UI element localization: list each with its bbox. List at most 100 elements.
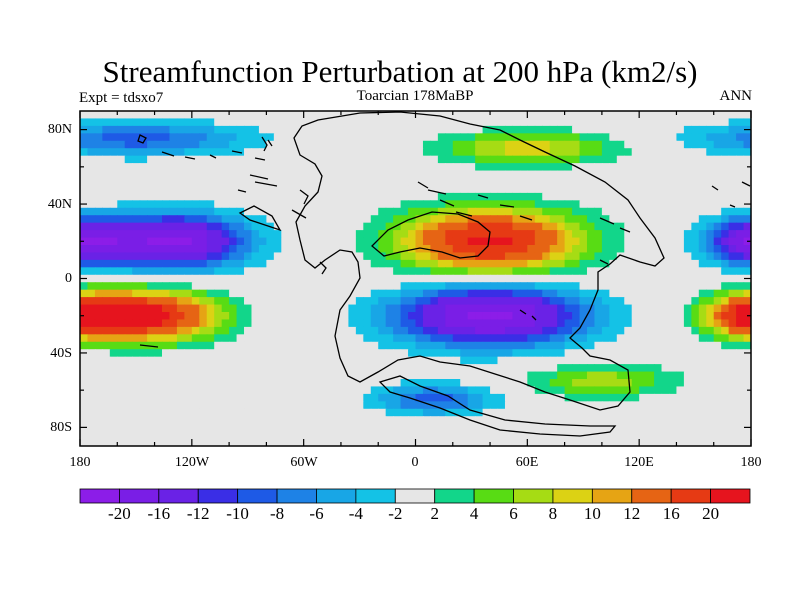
field-cell bbox=[624, 282, 633, 291]
field-cell bbox=[229, 267, 238, 276]
field-cell bbox=[594, 364, 603, 373]
field-cell bbox=[594, 297, 603, 306]
field-cell bbox=[109, 319, 118, 328]
field-cell bbox=[340, 334, 349, 343]
field-cell bbox=[668, 125, 678, 134]
field-cell bbox=[445, 371, 454, 380]
field-cell bbox=[266, 319, 275, 328]
field-cell bbox=[497, 230, 506, 239]
field-cell bbox=[683, 252, 692, 261]
field-cell bbox=[251, 245, 260, 254]
colorbar-label: -12 bbox=[186, 504, 210, 523]
field-cell bbox=[191, 155, 200, 164]
colorbar-label: 2 bbox=[430, 504, 439, 523]
field-cell bbox=[445, 289, 454, 298]
field-cell bbox=[169, 118, 178, 127]
field-cell bbox=[557, 133, 566, 142]
field-cell bbox=[408, 349, 417, 358]
field-cell bbox=[743, 133, 751, 142]
field-cell bbox=[169, 431, 178, 440]
field-cell bbox=[654, 386, 663, 395]
field-cell bbox=[564, 237, 573, 246]
field-cell bbox=[147, 125, 156, 134]
field-cell bbox=[214, 349, 223, 358]
field-cell bbox=[303, 386, 312, 395]
field-cell bbox=[311, 200, 320, 209]
field-cell bbox=[616, 304, 625, 313]
field-cell bbox=[370, 200, 379, 209]
field-cell bbox=[162, 207, 171, 216]
field-cell bbox=[244, 185, 253, 194]
field-cell bbox=[512, 423, 521, 432]
field-cell bbox=[713, 304, 722, 313]
field-cell bbox=[258, 215, 267, 224]
field-cell bbox=[162, 200, 171, 209]
field-cell bbox=[132, 416, 141, 425]
field-cell bbox=[385, 326, 394, 335]
field-cell bbox=[512, 155, 521, 164]
field-cell bbox=[258, 282, 267, 291]
field-cell bbox=[355, 356, 364, 365]
field-cell bbox=[445, 408, 454, 417]
field-cell bbox=[437, 140, 446, 149]
field-cell bbox=[87, 408, 96, 417]
field-cell bbox=[713, 371, 722, 380]
field-cell bbox=[601, 304, 610, 313]
field-cell bbox=[504, 349, 514, 358]
field-cell bbox=[378, 431, 387, 440]
field-cell bbox=[713, 356, 722, 365]
field-cell bbox=[80, 431, 89, 440]
field-cell bbox=[534, 326, 543, 335]
field-cell bbox=[400, 185, 409, 194]
field-cell bbox=[87, 319, 96, 328]
field-cell bbox=[206, 245, 215, 254]
field-cell bbox=[430, 163, 439, 172]
field-cell bbox=[594, 356, 603, 365]
field-cell bbox=[162, 230, 171, 239]
field-cell bbox=[176, 222, 185, 231]
colorbar-swatch bbox=[591, 488, 633, 504]
field-cell bbox=[244, 155, 253, 164]
field-cell bbox=[504, 341, 514, 350]
field-cell bbox=[736, 423, 745, 432]
field-cell bbox=[87, 155, 96, 164]
field-cell bbox=[497, 252, 506, 261]
field-cell bbox=[355, 282, 364, 291]
field-cell bbox=[557, 371, 566, 380]
field-cell bbox=[258, 111, 267, 120]
field-cell bbox=[393, 148, 402, 157]
field-cell bbox=[683, 230, 692, 239]
field-cell bbox=[266, 185, 275, 194]
field-cell bbox=[527, 438, 536, 446]
field-cell bbox=[296, 215, 305, 224]
field-cell bbox=[452, 379, 461, 388]
field-cell bbox=[281, 155, 290, 164]
field-cell bbox=[691, 319, 700, 328]
field-cell bbox=[504, 312, 514, 321]
field-cell bbox=[549, 185, 558, 194]
field-cell bbox=[713, 178, 722, 187]
field-cell bbox=[400, 245, 409, 254]
field-cell bbox=[385, 155, 394, 164]
field-cell bbox=[467, 259, 476, 268]
field-cell bbox=[691, 408, 700, 417]
field-cell bbox=[504, 304, 514, 313]
field-cell bbox=[303, 416, 312, 425]
field-cell bbox=[639, 274, 648, 283]
field-cell bbox=[572, 379, 581, 388]
field-cell bbox=[557, 267, 566, 276]
field-cell bbox=[80, 408, 89, 417]
field-cell bbox=[430, 222, 439, 231]
field-cell bbox=[542, 341, 551, 350]
field-cell bbox=[504, 259, 514, 268]
field-cell bbox=[266, 200, 275, 209]
field-cell bbox=[348, 349, 357, 358]
field-cell bbox=[266, 282, 275, 291]
field-cell bbox=[736, 207, 745, 216]
field-cell bbox=[534, 155, 543, 164]
field-cell bbox=[452, 178, 461, 187]
field-cell bbox=[258, 274, 267, 283]
field-cell bbox=[221, 319, 230, 328]
field-cell bbox=[154, 200, 163, 209]
field-cell bbox=[251, 408, 260, 417]
